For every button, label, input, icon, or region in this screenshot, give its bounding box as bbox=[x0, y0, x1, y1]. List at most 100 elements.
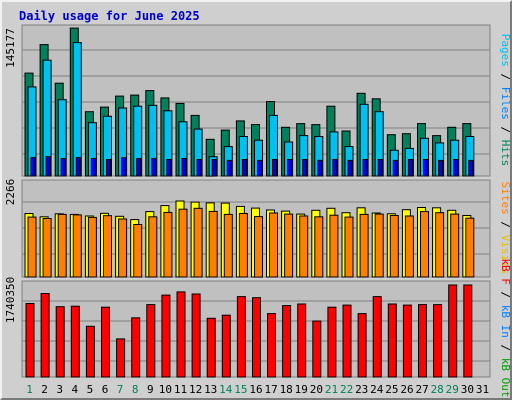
kbytes-bar bbox=[206, 317, 216, 378]
chart-title: Daily usage for June 2025 bbox=[19, 9, 200, 23]
kbytes-bar bbox=[40, 293, 50, 378]
right-label-bottom-part: kB In bbox=[499, 305, 512, 338]
kbytes-bar bbox=[101, 306, 110, 378]
kbytes-bar bbox=[282, 305, 292, 378]
right-label-top-part: Pages bbox=[499, 34, 512, 67]
right-label-top-part: Files bbox=[499, 87, 512, 120]
x-tick-label: 17 bbox=[264, 383, 277, 396]
x-tick-label: 18 bbox=[280, 383, 293, 396]
pages-bar bbox=[407, 159, 413, 177]
pages-bar bbox=[257, 159, 262, 177]
sites-bar bbox=[57, 213, 67, 278]
kbytes-bar bbox=[25, 303, 35, 378]
x-tick-label: 4 bbox=[71, 383, 78, 396]
pages-bar bbox=[211, 159, 217, 177]
kbytes-bar bbox=[448, 284, 458, 378]
kbytes-bar bbox=[372, 296, 382, 378]
sites-bar bbox=[208, 210, 218, 278]
right-label-bottom-part: / bbox=[499, 338, 512, 358]
x-tick-label: 6 bbox=[102, 383, 109, 396]
files-bar bbox=[72, 42, 82, 177]
sites-bar bbox=[269, 212, 278, 278]
x-tick-label: 15 bbox=[234, 383, 247, 396]
x-tick-label: 20 bbox=[310, 383, 323, 396]
sites-bar bbox=[148, 216, 158, 278]
x-tick-label: 5 bbox=[87, 383, 94, 396]
sites-bar bbox=[133, 224, 143, 278]
kbytes-bar bbox=[402, 304, 412, 378]
x-tick-label: 21 bbox=[325, 383, 338, 396]
kbytes-bar bbox=[342, 304, 352, 378]
sites-bar bbox=[374, 213, 384, 278]
x-tick-label: 26 bbox=[400, 383, 413, 396]
pages-bar bbox=[302, 159, 308, 177]
kbytes-bar bbox=[146, 304, 156, 378]
pages-bar bbox=[377, 159, 383, 177]
sites-bar bbox=[254, 216, 263, 278]
sites-bar bbox=[359, 213, 369, 278]
right-label-middle-part: Visits bbox=[499, 235, 512, 275]
x-tick-label: 9 bbox=[147, 383, 154, 396]
kbytes-bar bbox=[418, 304, 427, 378]
x-tick-label: 31 bbox=[476, 383, 489, 396]
pages-bar bbox=[317, 159, 323, 177]
x-tick-label: 19 bbox=[295, 383, 308, 396]
pages-bar bbox=[90, 158, 96, 177]
pages-bar bbox=[392, 159, 398, 177]
sites-bar bbox=[163, 211, 173, 278]
pages-bar bbox=[60, 158, 66, 177]
kbytes-bar bbox=[297, 303, 307, 378]
pages-bar bbox=[136, 158, 142, 177]
kbytes-bar bbox=[312, 320, 322, 378]
kbytes-bar bbox=[387, 303, 397, 378]
right-label-top-part: Hits bbox=[499, 140, 512, 167]
x-tick-label: 24 bbox=[370, 383, 384, 396]
kbytes-bar bbox=[327, 306, 337, 378]
pages-bar bbox=[151, 158, 157, 177]
kbytes-bar bbox=[85, 325, 95, 378]
pages-bar bbox=[423, 159, 428, 177]
x-tick-label: 10 bbox=[159, 383, 172, 396]
sites-bar bbox=[118, 218, 128, 278]
x-tick-label: 3 bbox=[56, 383, 63, 396]
sites-bar bbox=[404, 215, 414, 278]
x-tick-label: 1 bbox=[26, 383, 33, 396]
pages-bar bbox=[106, 159, 111, 177]
sites-bar bbox=[420, 211, 429, 278]
pages-bar bbox=[241, 159, 247, 177]
x-tick-label: 2 bbox=[41, 383, 48, 396]
pages-bar bbox=[468, 159, 474, 177]
sites-bar bbox=[193, 207, 203, 278]
right-label-middle: Sites / Visits bbox=[499, 182, 512, 275]
kbytes-bar bbox=[267, 313, 276, 378]
sites-bar bbox=[314, 216, 324, 278]
pages-bar bbox=[196, 159, 202, 177]
sites-bar bbox=[344, 216, 354, 278]
x-tick-label: 25 bbox=[385, 383, 398, 396]
pages-bar bbox=[362, 159, 368, 177]
pages-bar bbox=[30, 157, 36, 177]
sites-bar bbox=[42, 218, 52, 278]
kbytes-bar bbox=[191, 293, 201, 378]
kbytes-bar bbox=[176, 291, 186, 378]
pages-bar bbox=[166, 159, 172, 177]
kbytes-bar bbox=[252, 297, 261, 378]
x-tick-label: 23 bbox=[355, 383, 368, 396]
ytick-visits: 2266 bbox=[4, 179, 17, 206]
x-tick-label: 27 bbox=[415, 383, 428, 396]
kbytes-bar bbox=[463, 284, 473, 378]
ytick-hits: 145177 bbox=[4, 28, 17, 68]
kbytes-bar bbox=[161, 294, 171, 378]
sites-bar bbox=[223, 213, 233, 278]
sites-bar bbox=[27, 216, 37, 278]
pages-bar bbox=[287, 159, 293, 177]
kbytes-bar bbox=[70, 305, 80, 378]
pages-bar bbox=[45, 156, 51, 177]
kbytes-bar bbox=[116, 338, 126, 378]
kbytes-bar bbox=[55, 306, 65, 378]
pages-bar bbox=[272, 159, 277, 177]
x-tick-label: 13 bbox=[204, 383, 217, 396]
right-label-top: Pages / Files / Hits bbox=[499, 34, 512, 167]
sites-bar bbox=[87, 216, 97, 278]
